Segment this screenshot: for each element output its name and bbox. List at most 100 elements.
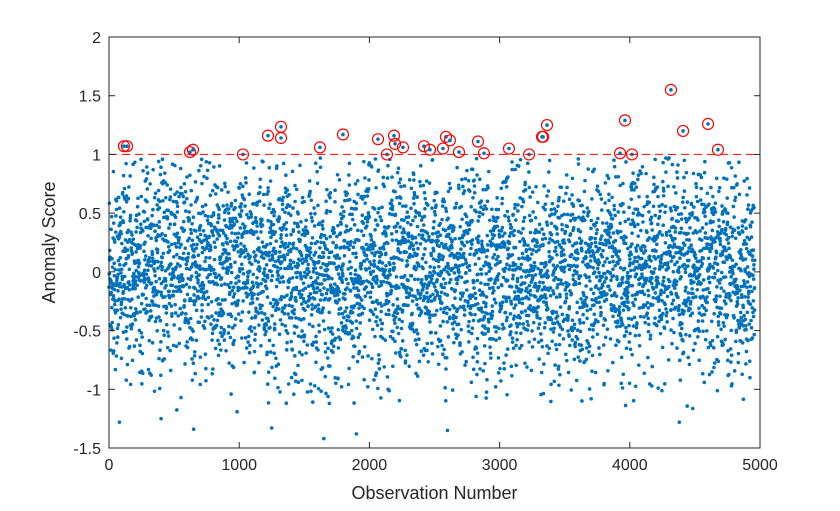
data-point [286,382,291,386]
data-point [433,331,438,335]
data-point [479,250,484,254]
data-point [664,313,669,318]
data-point [486,282,490,287]
data-point [575,300,580,305]
data-point [602,280,607,284]
data-point [736,360,741,365]
data-point [505,278,510,283]
data-point [131,237,136,241]
data-point [623,403,628,408]
data-point [366,187,371,191]
data-point [689,281,694,286]
data-point [237,287,242,291]
data-point [644,262,649,267]
data-point [395,325,400,330]
data-point [415,331,420,336]
data-point [232,338,236,343]
data-point [372,253,377,258]
data-point [275,265,280,269]
data-point [685,404,690,408]
data-point [674,282,678,287]
data-point [253,314,258,318]
data-point [336,286,341,291]
data-point [299,253,304,258]
data-point [458,341,462,345]
data-point [385,375,390,379]
data-point [311,280,315,285]
data-point [294,187,299,192]
data-point [725,196,730,200]
data-point [313,250,318,255]
data-point [569,291,574,296]
data-point [149,373,153,377]
data-point [649,281,654,286]
data-point [557,383,561,388]
data-point [686,231,690,236]
data-point [623,300,627,305]
data-point [119,307,123,311]
data-point [646,306,651,310]
data-point [442,347,446,352]
data-point [130,233,134,237]
data-point [735,302,740,306]
data-point [512,233,516,238]
data-point [315,285,320,290]
data-point [585,316,589,321]
data-point [309,313,314,317]
data-point [318,288,322,293]
data-point [394,351,398,355]
data-point [703,337,708,342]
data-point [741,324,745,328]
data-point [489,277,493,281]
data-point [660,265,665,269]
data-point [539,332,543,336]
data-point [651,204,656,209]
data-point [113,267,117,272]
data-point [340,280,345,285]
anomaly-circle [371,133,385,146]
data-point [299,220,303,224]
data-point [189,274,194,279]
data-point [177,235,181,240]
data-point [258,185,262,189]
data-point [642,315,646,319]
data-point [661,279,666,284]
data-point [618,183,622,188]
data-point [282,255,287,260]
data-point [421,284,426,289]
data-point [375,323,380,328]
data-point [700,226,705,230]
data-point [166,334,171,338]
data-point [468,189,472,193]
data-point [342,315,346,320]
data-point [633,255,637,260]
data-point [313,161,318,165]
data-point [380,205,384,210]
data-point [445,428,450,433]
data-point [112,273,117,278]
data-point [632,303,636,308]
data-point [739,292,744,297]
data-point [500,234,505,238]
data-point [496,207,501,212]
data-point [643,303,648,308]
data-point [724,232,729,237]
data-point [445,293,450,297]
data-point [350,212,354,217]
data-point [254,306,258,311]
data-point [214,275,219,280]
data-point [236,298,240,303]
data-point [752,205,756,210]
data-point [560,282,565,286]
data-point [386,308,391,312]
data-point [525,365,529,369]
data-point [345,318,349,323]
data-point [492,289,496,293]
data-point [247,310,251,314]
data-point [222,338,227,342]
data-point [203,319,207,324]
data-point [470,218,475,223]
data-point [112,336,116,340]
data-point [397,285,401,290]
data-point [567,197,572,202]
